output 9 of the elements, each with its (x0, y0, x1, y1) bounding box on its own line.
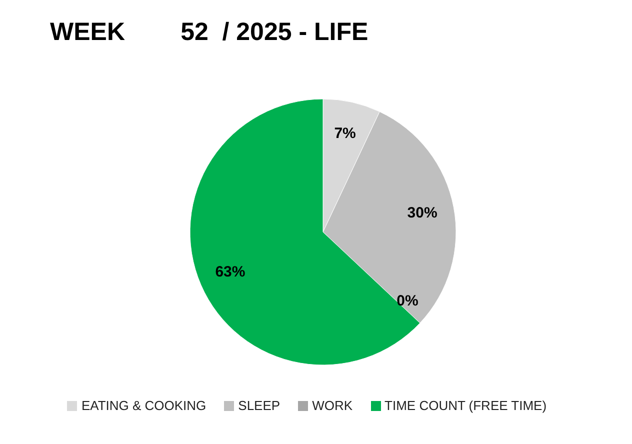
legend-label: SLEEP (238, 398, 280, 413)
data-label: 63% (215, 264, 246, 281)
text: 0% (396, 292, 418, 310)
legend-label: TIME COUNT (FREE TIME) (384, 398, 547, 413)
data-label: 7% (334, 124, 356, 142)
chart-title: WEEK 52 / 2025 - LIFE (50, 18, 368, 47)
data-label: 30% (407, 204, 438, 222)
legend-label: WORK (312, 398, 353, 413)
legend-label: EATING & COOKING (81, 398, 206, 413)
